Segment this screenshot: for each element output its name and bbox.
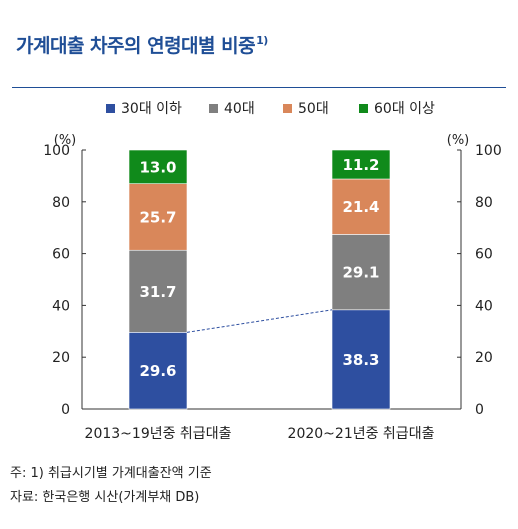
- legend-swatch-0: [106, 104, 115, 113]
- x-category-label-1: 2020~21년중 취급대출: [288, 426, 435, 442]
- bar-segment-1-2: [331, 178, 391, 235]
- y-axis-unit-left: (%): [54, 133, 77, 148]
- bar-value-label-0-1: 31.7: [139, 283, 176, 301]
- y-tick-label-right-5: 100: [475, 143, 502, 159]
- bar-value-label-0-0: 29.6: [139, 362, 176, 380]
- bar-value-label-1-3: 11.2: [342, 156, 379, 174]
- bar-segment-0-2: [128, 183, 188, 251]
- bar-segment-0-1: [128, 249, 188, 333]
- bar-value-label-1-0: 38.3: [342, 351, 379, 369]
- legend-label-0: 30대 이하: [121, 101, 182, 117]
- stacked-bar-chart: 30대 이하 40대 50대 60대 이상 (%) (%) 0 0 20 20 40 40 60 6…: [43, 101, 501, 442]
- chart-title-text: 가계대출 차주의 연령대별 비중: [16, 35, 256, 57]
- bar-segment-1-1: [331, 234, 391, 311]
- bar-value-label-1-2: 21.4: [342, 198, 379, 216]
- bar-value-label-0-3: 13.0: [139, 158, 176, 176]
- y-tick-label-right-1: 20: [475, 350, 493, 366]
- legend-label-3: 60대 이상: [374, 101, 435, 117]
- connector-lines: [186, 309, 333, 333]
- chart-title: 가계대출 차주의 연령대별 비중1): [16, 31, 268, 58]
- bar-segment-0-0: [128, 332, 188, 410]
- legend-label-2: 50대: [298, 101, 329, 117]
- legend-swatch-3: [359, 104, 368, 113]
- connector-line-first-series: [186, 309, 333, 333]
- bar-segment-1-3: [331, 149, 391, 180]
- bar-value-label-1-1: 29.1: [342, 264, 379, 282]
- y-tick-label-left-4: 80: [52, 195, 70, 211]
- legend-swatch-1: [209, 104, 218, 113]
- footnote-source: 자료: 한국은행 시산(가계부채 DB): [10, 490, 200, 505]
- y-tick-label-right-3: 60: [475, 247, 493, 263]
- x-category-label-0: 2013~19년중 취급대출: [85, 426, 232, 442]
- legend: 30대 이하 40대 50대 60대 이상: [106, 101, 435, 117]
- footnotes: 주: 1) 취급시기별 가계대출잔액 기준 자료: 한국은행 시산(가계부채 D…: [10, 462, 212, 510]
- y-tick-label-right-2: 40: [475, 298, 493, 314]
- bar-value-label-0-2: 25.7: [139, 208, 176, 226]
- y-tick-label-left-3: 60: [52, 247, 70, 263]
- bar-segment-1-0: [331, 309, 391, 410]
- y-tick-label-left-1: 20: [52, 350, 70, 366]
- y-tick-label-right-4: 80: [475, 195, 493, 211]
- y-tick-label-left-0: 0: [61, 402, 70, 418]
- bars: 29.6 31.7 25.7 13.0 38.3 29.1 21.4 11.2: [128, 149, 391, 410]
- y-tick-label-left-2: 40: [52, 298, 70, 314]
- legend-swatch-2: [283, 104, 292, 113]
- y-axis-unit-right: (%): [447, 133, 470, 148]
- chart-title-footnote-mark: 1): [256, 34, 268, 47]
- legend-label-1: 40대: [224, 101, 255, 117]
- footnote-note: 주: 1) 취급시기별 가계대출잔액 기준: [10, 466, 212, 481]
- title-divider: [12, 87, 506, 88]
- axes: 0 0 20 20 40 40 60 60 80 80 100 100: [43, 143, 501, 418]
- y-tick-label-right-0: 0: [475, 402, 484, 418]
- x-axis-labels: 2013~19년중 취급대출 2020~21년중 취급대출: [85, 426, 435, 442]
- bar-segment-0-3: [128, 149, 188, 184]
- y-tick-label-left-5: 100: [43, 143, 70, 159]
